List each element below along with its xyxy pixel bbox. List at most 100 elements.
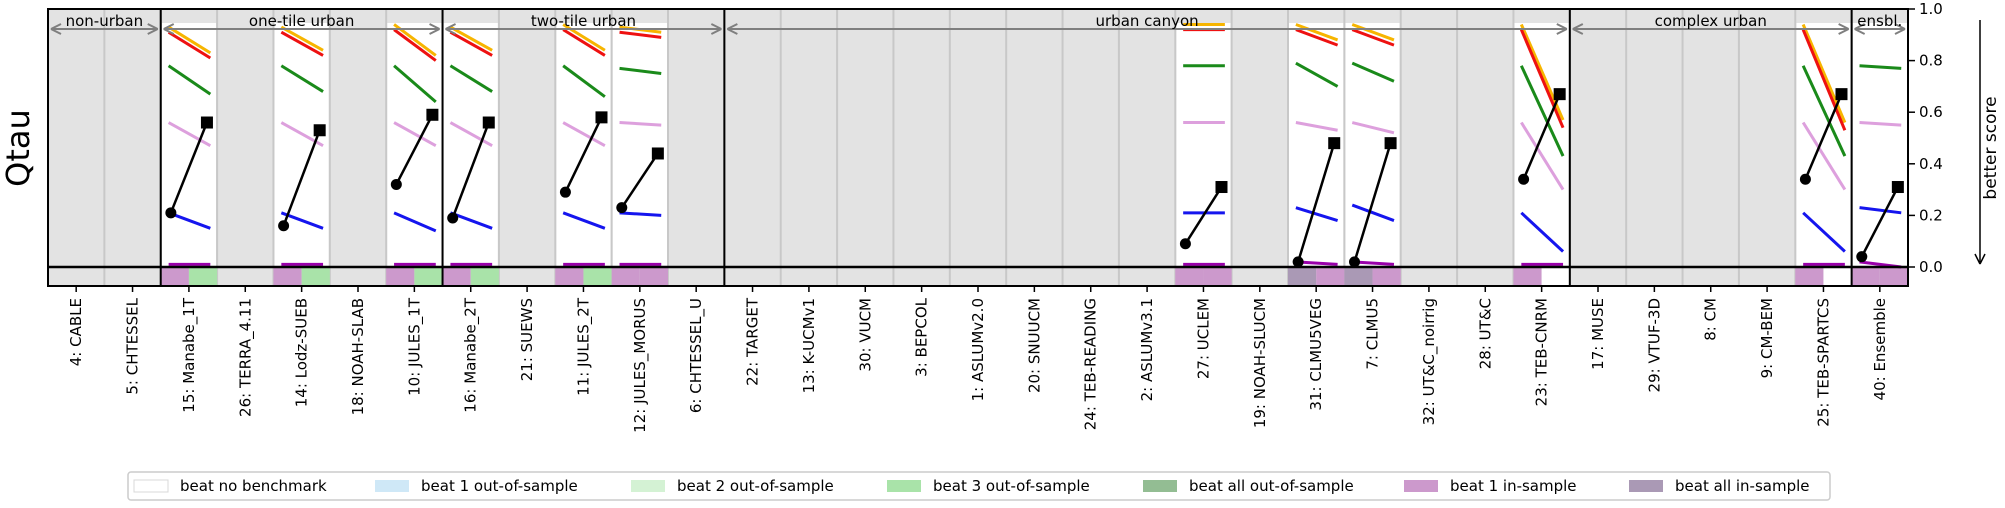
category-cell	[583, 268, 612, 286]
category-cell	[1851, 268, 1880, 286]
score-square	[426, 108, 439, 121]
benchmark-line	[1859, 64, 1902, 70]
x-tick-label: 12: JULES_MORUS	[631, 298, 650, 433]
benchmark-line	[167, 64, 212, 96]
group-label: ensbl.	[1857, 12, 1902, 30]
x-tick-label: 6: CHTESSEL_U	[687, 298, 706, 413]
group-arrow-head-right	[1556, 23, 1568, 35]
score-square	[595, 111, 608, 124]
score-circle	[447, 212, 459, 224]
category-cell	[1541, 268, 1570, 286]
category-cell	[611, 268, 640, 286]
category-cell	[442, 268, 471, 286]
benchmark-line	[449, 30, 493, 57]
x-tick-label: 21: SUEWS	[518, 298, 536, 381]
group-arrow-head-left	[445, 23, 456, 35]
x-tick-label: 32: UT&C_noirrig	[1420, 298, 1439, 425]
group-label: non-urban	[66, 12, 144, 30]
legend-frame	[127, 471, 1831, 501]
score-connector	[1353, 142, 1392, 263]
score-connector	[564, 116, 603, 193]
x-tick-label: 27: UCLEM	[1194, 298, 1212, 379]
x-tick-label: 18: NOAH-SLAB	[349, 298, 367, 415]
benchmark-line	[280, 30, 324, 57]
score-square	[1328, 137, 1341, 150]
benchmark-line	[1295, 28, 1339, 47]
benchmark-line	[1802, 211, 1846, 253]
y-tick-label: 1.0	[1919, 0, 1943, 18]
x-tick-label: 11: JULES_2T	[574, 297, 593, 396]
x-tick-label: 14: Lodz-SUEB	[293, 298, 311, 407]
score-connector	[620, 152, 659, 209]
legend-swatch	[631, 480, 665, 492]
group-arrow-head-left	[1572, 23, 1584, 35]
group-arrow-head-left	[50, 23, 62, 35]
benchmark-line	[619, 121, 662, 127]
benchmark-line	[562, 28, 606, 57]
category-cell	[301, 268, 330, 286]
benchmark-line	[449, 64, 493, 93]
score-square	[1835, 88, 1848, 101]
score-connector	[395, 114, 434, 186]
score-square	[1891, 181, 1904, 194]
y-tick-label: 0.6	[1919, 103, 1943, 121]
benchmark-line	[1859, 121, 1902, 127]
x-tick-label: 17: MUSE	[1589, 298, 1607, 370]
x-tick-label: 23: TEB-CNRM	[1533, 298, 1551, 406]
benchmark-line	[1520, 211, 1565, 253]
category-cell	[1879, 268, 1908, 286]
group-arrow-head-left	[163, 23, 175, 35]
x-tick-label: 8: CM	[1702, 298, 1720, 341]
plot-area: non-urban one-tile urban two-tile urban urb…	[48, 9, 1908, 286]
group-arrow-head-right	[710, 23, 722, 35]
benchmark-line	[1520, 121, 1565, 191]
score-circle	[1292, 256, 1304, 268]
category-cell	[273, 268, 302, 286]
score-connector	[169, 122, 209, 214]
group-arrow-head-right	[429, 23, 440, 35]
legend-swatch	[887, 480, 921, 492]
benchmark-line	[1801, 23, 1847, 124]
x-tick-label: 7: CLMU5	[1364, 298, 1382, 370]
better-score-arrow-head	[1974, 253, 1986, 265]
score-circle	[1856, 251, 1868, 263]
group-label: one-tile urban	[249, 12, 354, 30]
legend-label: beat all in-sample	[1675, 477, 1810, 495]
x-tick-label: 10: JULES_1T	[405, 297, 424, 396]
x-tick-label: 13: K-UCMv1	[800, 298, 818, 393]
score-square	[313, 124, 326, 137]
score-square	[1215, 181, 1228, 194]
score-square	[1553, 88, 1566, 101]
score-circle	[1179, 238, 1191, 250]
benchmark-line	[1295, 121, 1338, 132]
benchmark-line	[562, 121, 606, 148]
benchmark-line	[167, 30, 212, 60]
score-circle	[1799, 173, 1811, 185]
model-column-highlight	[1852, 23, 1907, 267]
benchmark-line	[449, 25, 493, 52]
category-cell	[1823, 268, 1852, 286]
score-connector	[282, 129, 321, 227]
x-tick-label: 26: TERRA_4.11	[236, 298, 255, 417]
y-tick-label: 0.2	[1919, 206, 1943, 224]
benchmark-line	[619, 211, 662, 217]
benchmark-line	[280, 25, 324, 52]
group-arrow-head-left	[726, 23, 738, 35]
legend-label: beat 2 out-of-sample	[677, 477, 834, 495]
score-connector	[1296, 142, 1336, 263]
legend-swatch	[133, 479, 169, 493]
category-cell	[1316, 268, 1345, 286]
score-circle	[390, 178, 402, 190]
x-tick-label: 16: Manabe_2T	[462, 297, 481, 413]
x-tick-label: 1: ASLUMv2.0	[969, 298, 987, 401]
score-square	[651, 147, 664, 160]
benchmark-line	[167, 121, 212, 148]
axes: 1.0 0.8 0.6 0.4 0.2 0.0 Qtau better score 4: CAB…	[0, 0, 2001, 433]
y-tick-label: 0.8	[1919, 52, 1943, 70]
score-connector	[1860, 186, 1899, 258]
y-tick-label: 0.4	[1919, 155, 1943, 173]
model-column-highlight	[1796, 23, 1851, 267]
benchmark-line	[1801, 65, 1847, 157]
benchmark-line	[1351, 121, 1395, 135]
plot-background	[48, 9, 1908, 286]
